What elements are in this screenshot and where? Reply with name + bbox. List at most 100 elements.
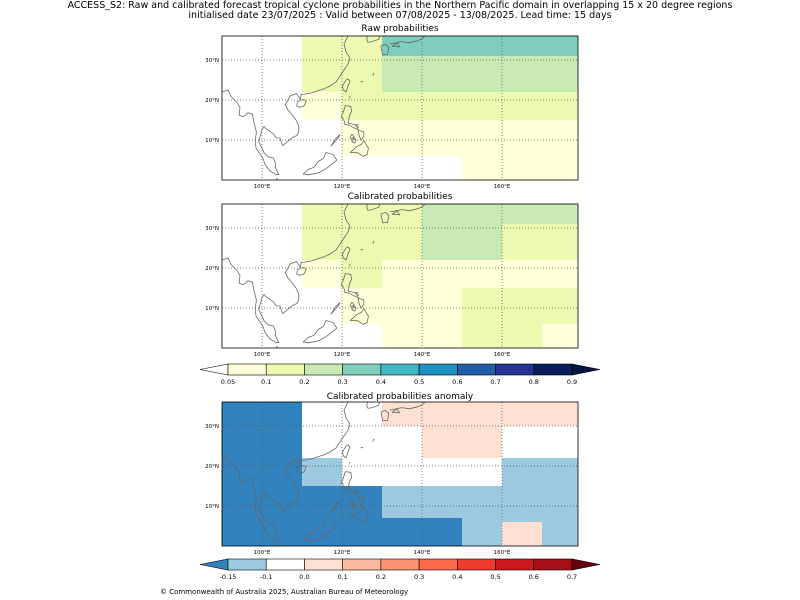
longitude-tick-label: 120°E [334, 550, 351, 556]
probability-region-cell [302, 458, 342, 486]
probability-region-cell [382, 260, 578, 288]
coastline [341, 105, 359, 131]
coastline [349, 133, 355, 140]
colorbar-tick-label: 0.9 [567, 378, 577, 386]
coastline [367, 402, 380, 409]
latitude-tick-label: 10°N [205, 306, 219, 312]
coastline [357, 495, 365, 507]
coastline [380, 409, 390, 422]
coastline [275, 345, 279, 348]
probability-region-cell [382, 36, 578, 56]
figure-title-line-1: ACCESS_S2: Raw and calibrated forecast t… [67, 0, 733, 11]
colorbar-segment [304, 558, 343, 571]
probability-region-cell [302, 260, 342, 288]
coastline [357, 297, 365, 309]
coastline [222, 204, 351, 344]
anomaly-colorbar: -0.15 -0.1 0.0 0.1 0.2 0.3 0.4 0.5 0.6 0.7 [199, 558, 601, 581]
coastline [349, 301, 355, 308]
copyright-footer: © Commonwealth of Australia 2025, Austra… [160, 588, 409, 596]
latitude-tick-label: 20°N [205, 98, 219, 104]
colorbar-segment [380, 558, 420, 571]
colorbar-segment [418, 558, 458, 571]
colorbar-tick-label: 0.7 [490, 378, 500, 386]
probability-region-cell [542, 324, 578, 348]
probability-colorbar: 0.05 0.1 0.2 0.3 0.4 0.5 0.6 0.7 0.8 0.9 [199, 363, 601, 386]
colorbar-under-extension [199, 363, 229, 376]
raw-probability-map: 100°E 120°E 140°E 160°E 10°N 20°N 30°N [205, 35, 579, 190]
coastline [354, 490, 359, 495]
coastline [360, 80, 364, 83]
longitude-tick-label: 160°E [494, 352, 511, 358]
colorbar-tick-label: 0.4 [376, 378, 386, 386]
coastline [380, 211, 390, 224]
colorbar-tick-label: 0.6 [529, 573, 539, 581]
coastline [340, 283, 343, 287]
coastline [330, 134, 341, 147]
map-frame [221, 35, 579, 181]
probability-region-cell [502, 204, 578, 224]
probability-region-cell [302, 92, 342, 120]
coastline [372, 240, 375, 244]
coastline [354, 124, 359, 129]
colorbar-tick-label: 0.5 [490, 573, 500, 581]
colorbar-segment [418, 363, 458, 376]
colorbar-segment [227, 558, 267, 571]
coastline [380, 43, 390, 56]
latitude-tick-label: 30°N [205, 226, 219, 232]
coastline [330, 302, 341, 315]
coastline [366, 36, 369, 43]
probability-region-cell [302, 204, 422, 260]
coastline [302, 320, 338, 344]
colorbar-segment [533, 558, 573, 571]
colorbar-segment [495, 558, 535, 571]
colorbar-tick-label: 0.6 [452, 378, 462, 386]
colorbar-under-extension [199, 558, 229, 571]
longitude-tick-label: 120°E [334, 184, 351, 190]
coastline [302, 518, 338, 542]
colorbar-tick-label: 0.7 [567, 573, 577, 581]
latitude-tick-label: 10°N [205, 138, 219, 144]
latitude-tick-label: 10°N [205, 504, 219, 510]
colorbar-tick-label: 0.2 [376, 573, 386, 581]
probability-region-cell [382, 402, 422, 426]
coastline [391, 210, 401, 216]
coastline [349, 140, 369, 157]
probability-region-cell [422, 204, 502, 260]
coastline [367, 36, 380, 43]
coastline [341, 273, 359, 299]
longitude-tick-label: 140°E [414, 550, 431, 556]
colorbar-segment [495, 363, 535, 376]
probability-region-cell [342, 120, 382, 156]
coastline [389, 204, 426, 213]
coastline [275, 177, 279, 180]
longitude-tick-label: 160°E [494, 184, 511, 190]
coastline [357, 129, 365, 141]
longitude-tick-label: 140°E [414, 352, 431, 358]
latitude-tick-label: 20°N [205, 266, 219, 272]
coastline [341, 471, 359, 497]
coastline [341, 246, 351, 261]
coastline [372, 72, 375, 76]
probability-region-cell [342, 288, 462, 324]
colorbar-tick-label: -0.15 [220, 573, 237, 581]
coastline [341, 78, 351, 93]
coastline [351, 503, 357, 510]
probability-region-cell [462, 156, 578, 180]
colorbar-segment [265, 363, 305, 376]
coastline [391, 42, 401, 48]
colorbar-tick-label: 0.4 [452, 573, 462, 581]
colorbar-tick-label: 0.8 [529, 378, 539, 386]
probability-region-cell [462, 486, 502, 546]
coastline [351, 137, 357, 144]
longitude-tick-label: 120°E [334, 352, 351, 358]
probability-region-cell [502, 224, 578, 260]
colorbar-over-extension [571, 558, 601, 571]
colorbar-tick-label: 0.2 [299, 378, 309, 386]
longitude-tick-label: 100°E [254, 550, 271, 556]
colorbar-segment [265, 558, 305, 571]
panel-title-raw: Raw probabilities [361, 24, 439, 34]
colorbar-tick-label: 0.1 [337, 573, 347, 581]
coastline [372, 438, 375, 442]
colorbar-segment [342, 558, 382, 571]
coastline [222, 402, 351, 542]
